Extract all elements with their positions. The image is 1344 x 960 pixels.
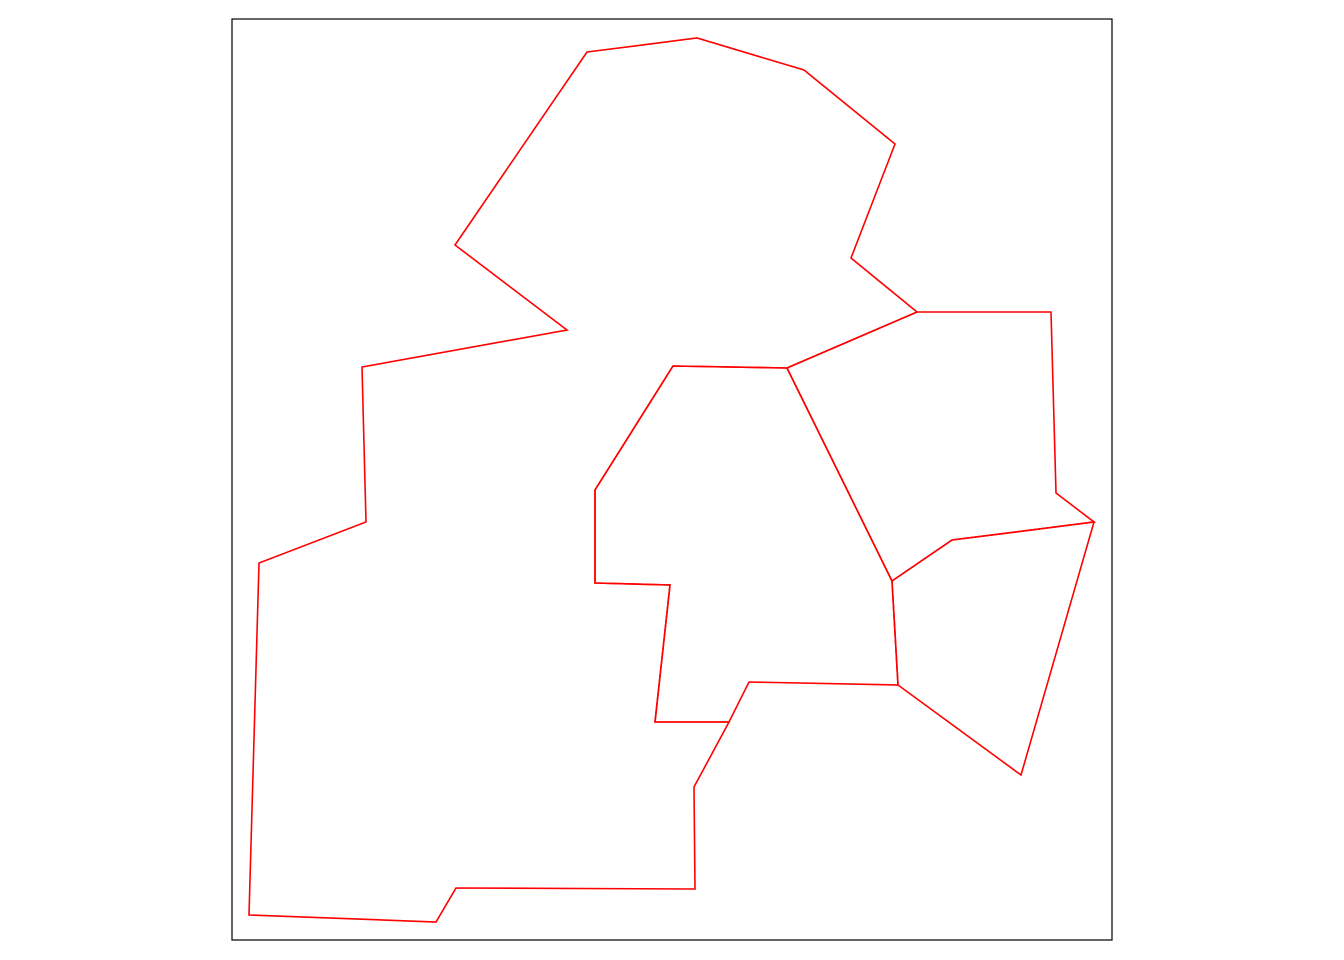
region-east [785,311,1097,583]
map-frame [231,18,1113,941]
region-southeast [891,521,1096,777]
region-central [594,365,899,723]
regions-layer [248,37,1097,923]
region-north [248,37,919,923]
